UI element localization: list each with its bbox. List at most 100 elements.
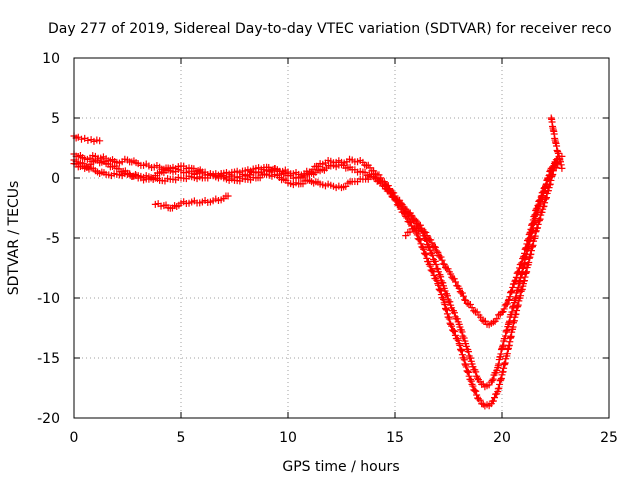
x-tick-label: 15: [386, 430, 404, 446]
y-tick-label: -10: [37, 291, 60, 307]
data-point: [434, 248, 442, 256]
data-point-trail: [441, 301, 449, 309]
data-point-trail: [84, 136, 92, 144]
y-tick-label: -15: [37, 351, 60, 367]
data-point-trail: [493, 315, 501, 323]
data-point-trail: [439, 294, 447, 302]
data-point-trail: [474, 374, 482, 382]
data-point-trail: [465, 372, 473, 380]
data-point: [391, 196, 399, 204]
data-point-trail: [449, 327, 457, 335]
data-point-trail: [426, 262, 434, 270]
data-point-trail: [534, 220, 542, 228]
data-point-trail: [548, 172, 556, 180]
data-point: [558, 164, 566, 172]
data-point-trail: [442, 305, 450, 312]
data-point-trail: [435, 281, 443, 289]
data-point-trail: [512, 273, 520, 281]
data-point-trail: [444, 265, 452, 273]
data-point-trail: [415, 235, 423, 243]
data-point-trail: [557, 161, 565, 169]
data-point-trail: [456, 345, 464, 353]
grid: [74, 58, 609, 418]
data-point-trail: [472, 368, 480, 376]
data-point-trail: [539, 192, 547, 200]
data-point-trail: [420, 249, 428, 257]
y-tick-label: 10: [42, 51, 60, 67]
data-point: [468, 380, 476, 388]
data-point-trail: [471, 387, 479, 395]
data-point-trail: [458, 289, 466, 297]
data-point-trail: [473, 391, 481, 399]
series-track-7: [547, 114, 566, 172]
data-point-trail: [463, 367, 471, 375]
data-point: [554, 148, 562, 156]
data-point-trail: [433, 264, 441, 272]
data-point-trail: [496, 380, 504, 388]
data-point: [434, 280, 442, 288]
data-point-trail: [428, 239, 436, 247]
data-point-trail: [453, 335, 461, 343]
y-tick-label: 5: [51, 111, 60, 127]
data-point-trail: [432, 260, 440, 268]
data-point-trail: [458, 351, 466, 359]
data-point: [419, 244, 427, 252]
y-tick-label: -20: [37, 411, 60, 427]
data-point-trail: [539, 188, 547, 196]
data-point-trail: [430, 243, 438, 251]
data-point-trail: [537, 198, 545, 206]
data-point-trail: [443, 310, 451, 318]
data-point: [415, 227, 423, 235]
data-point: [380, 180, 388, 188]
data-point-trail: [423, 254, 431, 262]
data-point-trail: [396, 202, 404, 210]
data-point-trail: [546, 181, 554, 189]
data-point-trail: [448, 322, 456, 330]
data-point-trail: [445, 315, 453, 323]
x-tick-label: 0: [70, 430, 79, 446]
x-tick-labels: 0 5 10 15 20 25: [70, 430, 618, 446]
data-point-trail: [450, 328, 458, 336]
data-point-trail: [446, 298, 454, 306]
data-point-trail: [457, 346, 465, 354]
data-point-trail: [461, 360, 469, 368]
data-point-trail: [506, 293, 514, 301]
data-point-trail: [452, 278, 460, 286]
data-point-trail: [538, 208, 546, 216]
data-point-trail: [541, 199, 549, 207]
y-tick-labels: -20 -15 -10 -5 0 5 10: [37, 51, 60, 427]
data-point-trail: [439, 279, 447, 287]
data-point-trail: [507, 289, 515, 297]
data-point-trail: [445, 313, 453, 321]
data-point-trail: [543, 194, 551, 202]
data-point-trail: [489, 375, 497, 383]
data-point-trail: [469, 382, 477, 390]
data-point-trail: [500, 305, 508, 313]
data-point-trail: [437, 291, 445, 299]
data-point-trail: [437, 273, 445, 281]
data-point-trail: [497, 375, 505, 383]
data-point-trail: [467, 377, 475, 385]
data-point-trail: [460, 354, 468, 362]
data-point-trail: [536, 215, 544, 223]
x-tick-label: 25: [600, 430, 618, 446]
y-tick-label: -5: [46, 231, 60, 247]
data-point-trail: [463, 299, 471, 307]
data-point-trail: [77, 135, 85, 143]
data-point-trail: [546, 180, 554, 188]
data-point-trail: [547, 176, 555, 184]
data-point-trail: [552, 163, 560, 171]
data-point-trail: [491, 394, 499, 402]
x-tick-label: 10: [279, 430, 297, 446]
data-point-trail: [436, 286, 444, 294]
data-point-trail: [542, 182, 550, 190]
data-point-trail: [443, 306, 451, 314]
plot-frame: [73, 57, 610, 419]
data-point-trail: [464, 368, 472, 376]
data-point-trail: [403, 214, 411, 222]
data-point-trail: [554, 149, 562, 157]
data-point-trail: [399, 208, 407, 216]
data-point-trail: [421, 250, 429, 258]
data-point-trail: [407, 211, 415, 219]
data-point-trail: [433, 276, 441, 284]
